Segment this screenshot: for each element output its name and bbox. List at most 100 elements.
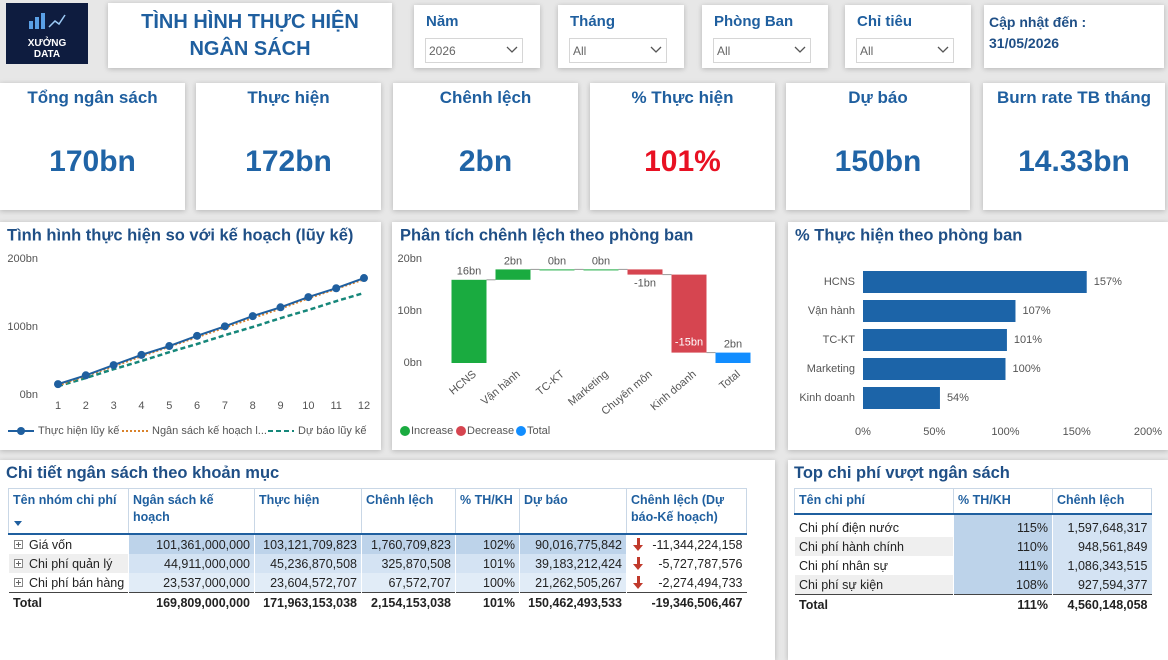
x-tick-label: Marketing [566,368,611,408]
total-cell: Total [794,594,954,614]
kpi-label: Burn rate TB tháng [997,88,1151,107]
column-header: Chênh lệch (Dự báo-Kế hoạch) [626,488,747,535]
table-row: Giá vốn 101,361,000,000 103,121,709,823 1,7… [8,534,747,554]
kpi-card: % Thực hiện 101% [590,83,775,210]
table-cell: 44,911,000,000 [128,554,255,573]
series-marker [193,331,202,340]
table-cell: -5,727,787,576 [626,554,747,573]
chart-title: Phân tích chênh lệch theo phòng ban [400,226,693,244]
data-label: 157% [1094,276,1122,288]
table-card: Chi tiết ngân sách theo khoản mục Tên nh… [0,460,775,660]
dropdown[interactable]: All [856,38,954,63]
series-marker [81,371,90,380]
data-label: 54% [947,392,969,404]
kpi-label: % Thực hiện [631,88,734,107]
x-tick-label: 100% [991,426,1019,438]
dropdown[interactable]: 2026 [425,38,523,63]
x-tick-label: 3 [111,400,117,412]
legend-item: Increase [400,425,453,437]
kpi-card: Thực hiện 172bn [196,83,381,210]
table-cell: Chi phí quản lý [8,554,129,573]
series-marker [248,312,257,321]
bar [863,300,1016,322]
column-header: Thực hiện [254,488,362,535]
title-card: TÌNH HÌNH THỰC HIỆN NGÂN SÁCH [108,3,392,68]
total-cell: 169,809,000,000 [128,592,255,612]
table-cell: 948,561,849 [1052,537,1152,556]
bar [863,358,1006,380]
table-row: Chi phí hành chính 110% 948,561,849 [794,537,1152,556]
kpi-label: Chênh lệch [439,88,532,107]
table-cell: Chi phí nhân sự [794,556,954,575]
column-header: % TH/KH [953,488,1053,515]
filter: Tháng All [558,5,684,68]
data-label: 0bn [592,255,610,267]
y-tick-label: 0bn [20,389,38,401]
table-title: Top chi phí vượt ngân sách [794,464,1010,482]
dashboard-title: TÌNH HÌNH THỰC HIỆN NGÂN SÁCH [141,10,359,60]
y-tick-label: 0bn [404,357,422,369]
update-card: Cập nhật đến : 31/05/2026 [984,5,1164,68]
x-tick-label: 2 [83,400,89,412]
series-marker [109,361,118,370]
series-marker [220,322,229,331]
filter: Chỉ tiêu All [845,5,971,68]
x-tick-label: 50% [923,426,945,438]
x-tick-label: 8 [250,400,256,412]
filter-label: Năm [426,13,459,30]
bar [539,269,575,271]
data-label: 2bn [504,255,522,267]
x-tick-label: Kinh doanh [648,368,698,413]
kpi-card: Chênh lệch 2bn [393,83,578,210]
dropdown[interactable]: All [713,38,811,63]
dropdown-value: All [717,44,731,58]
legend-item: Ngân sách kế hoạch l... [122,425,267,437]
legend-label: Total [527,425,550,437]
series-marker [137,350,146,359]
bar [451,279,487,363]
kpi-value: 170bn [49,145,136,178]
table-row: Chi phí bán hàng 23,537,000,000 23,604,572… [8,573,747,593]
kpi-value: 172bn [245,145,332,178]
table-body: Chi phí điện nước 115% 1,597,648,317 Chi ph… [794,514,1152,614]
table-cell: 102% [455,534,520,554]
legend-label: Increase [411,425,453,437]
update-label: Cập nhật đến : [989,14,1087,30]
total-cell: 101% [455,592,520,612]
bar [863,387,940,409]
x-tick-label: 9 [277,400,283,412]
data-label: 16bn [457,266,481,278]
data-label: 100% [1013,363,1041,375]
table-cell: 39,183,212,424 [519,554,627,573]
dropdown[interactable]: All [569,38,667,63]
x-tick-label: 11 [330,400,341,412]
legend-item: Total [516,425,550,437]
table-row: Chi phí sự kiện 108% 927,594,377 [794,575,1152,595]
legend-label: Thực hiện lũy kế [38,425,119,437]
total-cell: Total [8,592,129,612]
x-tick-label: Vận hành [479,368,523,407]
legend-label: Decrease [467,425,514,437]
total-cell: 4,560,148,058 [1052,594,1152,614]
chart: Phân tích chênh lệch theo phòng ban 0bn 1… [398,226,751,437]
kpi-value: 2bn [458,145,513,178]
table-cell: 325,870,508 [361,554,456,573]
series-line [57,291,365,388]
table-header: Tên nhóm chi phí Ngân sách kế hoạch Thực h… [8,488,747,535]
column-header: Dự báo [519,488,627,535]
legend-item: Dự báo lũy kế [268,425,367,437]
table-cell: Chi phí sự kiện [794,575,954,595]
x-tick-label: 1 [55,400,61,412]
kpi-label: Dự báo [848,88,908,107]
table-cell: 1,760,709,823 [361,534,456,554]
bar [671,274,707,353]
series-marker [332,284,341,293]
legend-label: Dự báo lũy kế [298,425,367,437]
legend-swatch [456,426,466,436]
total-cell: -19,346,506,467 [626,592,747,612]
table-cell: 111% [953,556,1053,575]
series-line [57,278,365,387]
table-cell: Giá vốn [8,534,129,554]
kpi-card: Burn rate TB tháng 14.33bn [983,83,1165,210]
